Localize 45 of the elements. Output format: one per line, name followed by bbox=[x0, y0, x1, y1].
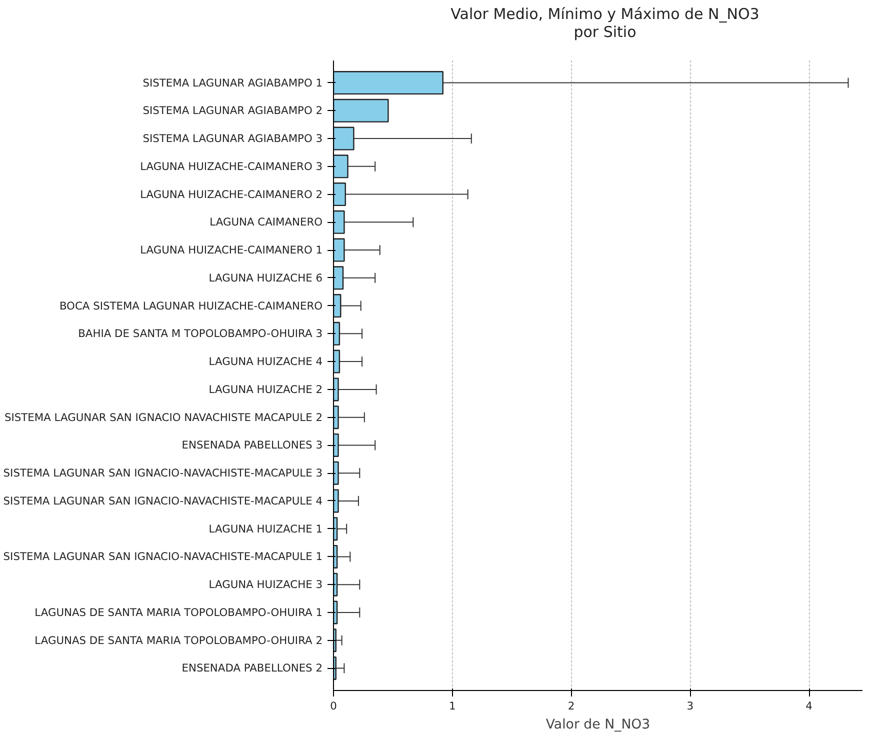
bar bbox=[334, 350, 340, 374]
y-tick-label: LAGUNAS DE SANTA MARIA TOPOLOBAMPO-OHUIRA 1 bbox=[34, 606, 322, 619]
bar bbox=[334, 378, 339, 402]
y-tick-label: BOCA SISTEMA LAGUNAR HUIZACHE-CAIMANERO bbox=[59, 299, 323, 312]
bar bbox=[334, 238, 345, 262]
bar bbox=[334, 98, 389, 122]
y-tick-label: LAGUNA CAIMANERO bbox=[210, 216, 322, 229]
chart-title: Valor Medio, Mínimo y Máximo de N_NO3 por Sitio bbox=[450, 5, 760, 41]
y-tick-label: ENSENADA PABELLONES 3 bbox=[182, 438, 323, 452]
x-tick-label: 4 bbox=[806, 700, 813, 712]
y-tick-label: SISTEMA LAGUNAR AGIABAMPO 2 bbox=[142, 104, 323, 118]
y-tick-label: LAGUNA HUIZACHE 2 bbox=[208, 382, 322, 396]
bar bbox=[334, 71, 444, 95]
bar bbox=[334, 182, 346, 206]
y-tick-label: LAGUNA HUIZACHE-CAIMANERO 3 bbox=[140, 160, 323, 173]
bar bbox=[334, 294, 342, 318]
bar bbox=[334, 266, 344, 290]
y-tick-label: LAGUNAS DE SANTA MARIA TOPOLOBAMPO-OHUIRA 2 bbox=[34, 634, 322, 647]
bar bbox=[334, 461, 339, 485]
x-tick-label: 2 bbox=[568, 700, 575, 712]
y-tick-label: SISTEMA LAGUNAR SAN IGNACIO-NAVACHISTE-MACAPULE 3 bbox=[3, 466, 322, 480]
y-tick-label: LAGUNA HUIZACHE-CAIMANERO 1 bbox=[140, 244, 323, 257]
bar bbox=[334, 210, 345, 234]
x-tick-label: 1 bbox=[448, 700, 456, 712]
y-tick-label: SISTEMA LAGUNAR SAN IGNACIO-NAVACHISTE-MACAPULE 4 bbox=[3, 494, 323, 508]
bar bbox=[334, 489, 339, 513]
bar bbox=[334, 433, 339, 457]
y-tick-label: SISTEMA LAGUNAR SAN IGNACIO NAVACHISTE MACAPULE 2 bbox=[4, 410, 323, 424]
y-tick-label: LAGUNA HUIZACHE-CAIMANERO 2 bbox=[140, 188, 323, 201]
x-axis-title: Valor de N_NO3 bbox=[546, 718, 650, 732]
y-tick-label: SISTEMA LAGUNAR AGIABAMPO 3 bbox=[142, 132, 323, 146]
y-tick-label: SISTEMA LAGUNAR SAN IGNACIO-NAVACHISTE-MACAPULE 1 bbox=[3, 550, 322, 564]
bar bbox=[334, 154, 348, 178]
x-tick-label: 3 bbox=[686, 700, 694, 712]
y-tick-label: LAGUNA HUIZACHE 6 bbox=[208, 271, 323, 284]
y-tick-label: LAGUNA HUIZACHE 3 bbox=[208, 578, 322, 592]
y-tick-label: LAGUNA HUIZACHE 1 bbox=[208, 522, 322, 536]
y-tick-label: BAHIA DE SANTA M TOPOLOBAMPO-OHUIRA 3 bbox=[78, 327, 323, 340]
x-tick-label: 0 bbox=[330, 700, 338, 712]
y-tick-label: LAGUNA HUIZACHE 4 bbox=[208, 355, 323, 368]
y-tick-label: SISTEMA LAGUNAR AGIABAMPO 1 bbox=[142, 76, 323, 90]
bar bbox=[334, 406, 339, 430]
bar bbox=[334, 126, 354, 150]
bar bbox=[334, 322, 340, 346]
y-tick-label: ENSENADA PABELLONES 2 bbox=[182, 662, 323, 675]
